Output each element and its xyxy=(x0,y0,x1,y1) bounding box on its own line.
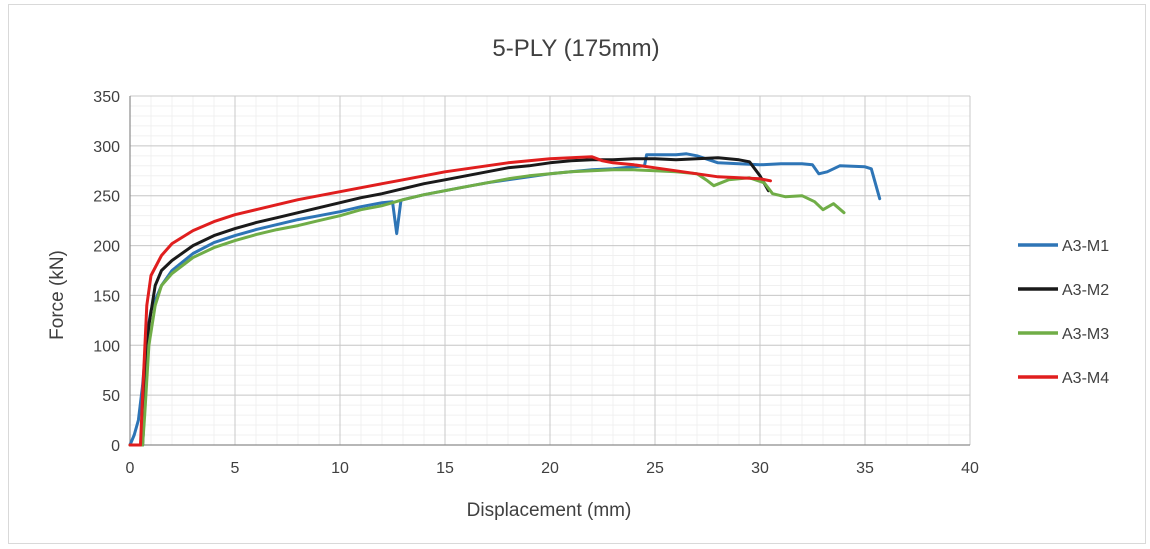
x-tick-label: 15 xyxy=(436,460,454,477)
gridlines xyxy=(129,95,971,446)
y-tick-label: 100 xyxy=(93,338,120,355)
y-tick-label: 300 xyxy=(93,139,120,156)
y-tick-label: 200 xyxy=(93,239,120,256)
x-tick-label: 10 xyxy=(331,460,349,477)
y-tick-label: 350 xyxy=(93,89,120,106)
y-tick-label: 250 xyxy=(93,189,120,206)
series-line-a3-m1 xyxy=(128,152,882,447)
x-tick-label: 40 xyxy=(961,460,979,477)
tick-labels: 0 5 10 15 20 25 30 35 40 0 50 100 150 200 250 300 350 xyxy=(93,89,979,477)
series-line-a3-m3 xyxy=(128,168,846,447)
series-lines xyxy=(128,152,882,447)
x-tick-label: 5 xyxy=(231,460,240,477)
y-axis-title: Force (kN) xyxy=(47,250,68,340)
x-tick-label: 35 xyxy=(856,460,874,477)
y-tick-label: 150 xyxy=(93,288,120,305)
chart-frame xyxy=(8,4,1146,544)
x-tick-label: 30 xyxy=(751,460,769,477)
series-line-a3-m2 xyxy=(128,156,770,447)
x-tick-label: 0 xyxy=(126,460,135,477)
chart-title: 5-PLY (175mm) xyxy=(492,35,659,62)
x-tick-label: 25 xyxy=(646,460,664,477)
y-tick-label: 0 xyxy=(111,438,120,455)
legend-label-a3-m4: A3-M4 xyxy=(1062,370,1109,387)
legend-label-a3-m2: A3-M2 xyxy=(1062,282,1109,299)
axes xyxy=(129,96,970,446)
legend: A3-M1 A3-M2 A3-M3 A3-M4 xyxy=(1018,238,1109,387)
x-tick-label: 20 xyxy=(541,460,559,477)
x-axis-title: Displacement (mm) xyxy=(467,500,632,521)
series-line-a3-m4 xyxy=(128,155,772,447)
legend-label-a3-m1: A3-M1 xyxy=(1062,238,1109,255)
y-tick-label: 50 xyxy=(102,388,120,405)
legend-label-a3-m3: A3-M3 xyxy=(1062,326,1109,343)
